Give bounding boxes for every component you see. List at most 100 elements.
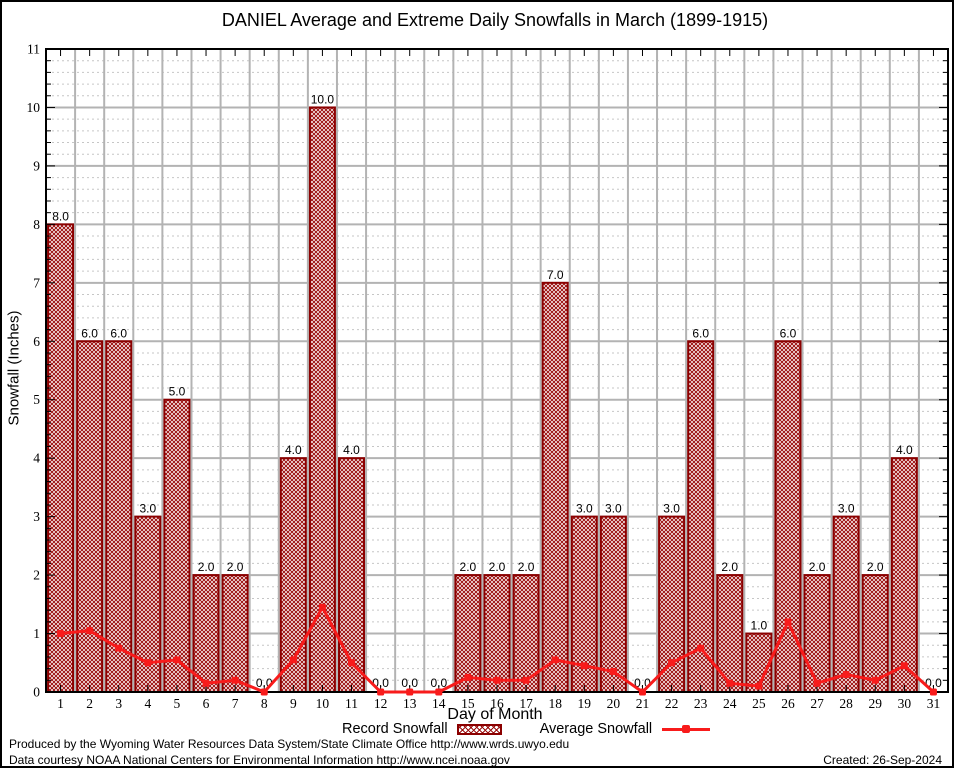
marker-day-20 xyxy=(609,668,617,676)
bar-day-10 xyxy=(308,106,336,694)
marker-day-27 xyxy=(813,679,821,687)
marker-day-24 xyxy=(726,679,734,687)
y-tick-1: 1 xyxy=(33,626,40,641)
y-tick-0: 0 xyxy=(33,685,40,700)
bar-label-day-1: 8.0 xyxy=(52,209,69,223)
bar-day-25 xyxy=(745,632,773,694)
x-tick-2: 2 xyxy=(86,696,93,711)
marker-day-25 xyxy=(755,682,763,690)
marker-day-3 xyxy=(115,644,123,652)
bar-label-day-3: 6.0 xyxy=(110,326,127,340)
x-tick-5: 5 xyxy=(174,696,181,711)
bar-label-day-22: 3.0 xyxy=(663,502,680,516)
marker-day-19 xyxy=(580,662,588,670)
legend-average-label: Average Snowfall xyxy=(539,721,653,737)
legend-record-label: Record Snowfall xyxy=(342,721,448,737)
x-tick-22: 22 xyxy=(665,696,679,711)
x-tick-31: 31 xyxy=(927,696,941,711)
x-tick-18: 18 xyxy=(548,696,562,711)
bar-label-day-5: 5.0 xyxy=(169,385,186,399)
bar-label-day-26: 6.0 xyxy=(780,326,797,340)
marker-day-31 xyxy=(929,688,937,696)
marker-day-8 xyxy=(260,688,268,696)
marker-day-10 xyxy=(318,603,326,611)
marker-day-18 xyxy=(551,656,559,664)
bar-label-day-19: 3.0 xyxy=(576,502,593,516)
x-tick-23: 23 xyxy=(694,696,708,711)
marker-day-4 xyxy=(144,659,152,667)
bar-label-day-16: 2.0 xyxy=(489,560,506,574)
marker-day-17 xyxy=(522,676,530,684)
grid-major-vertical xyxy=(74,50,920,691)
marker-day-15 xyxy=(464,673,472,681)
y-tick-8: 8 xyxy=(33,217,40,232)
x-tick-9: 9 xyxy=(290,696,297,711)
x-tick-labels: 1 2 3 4 5 6 7 8 9 10 11 12 13 14 15 16 17 18 19 20 21 22 23 24 2… xyxy=(57,696,940,711)
y-tick-11: 11 xyxy=(27,42,40,57)
marker-day-2 xyxy=(86,627,94,635)
marker-day-5 xyxy=(173,656,181,664)
record-snowfall-bars xyxy=(47,106,918,694)
x-tick-25: 25 xyxy=(752,696,766,711)
y-tick-9: 9 xyxy=(33,158,40,173)
x-tick-16: 16 xyxy=(490,696,504,711)
x-tick-30: 30 xyxy=(898,696,912,711)
chart-title: DANIEL Average and Extreme Daily Snowfal… xyxy=(221,10,769,30)
x-tick-8: 8 xyxy=(261,696,268,711)
average-snowfall-line-icon xyxy=(662,725,711,733)
bar-day-26 xyxy=(774,340,802,693)
marker-day-22 xyxy=(668,659,676,667)
x-tick-3: 3 xyxy=(115,696,122,711)
y-tick-labels: 0 1 2 3 4 5 6 7 8 9 10 11 xyxy=(27,42,41,700)
x-tick-28: 28 xyxy=(839,696,853,711)
bar-label-day-13: 0.0 xyxy=(401,676,418,690)
bar-day-6 xyxy=(192,574,220,693)
bar-day-30 xyxy=(890,457,918,693)
x-tick-20: 20 xyxy=(607,696,621,711)
bar-day-28 xyxy=(832,515,860,693)
bar-label-day-25: 1.0 xyxy=(751,619,768,633)
x-tick-11: 11 xyxy=(345,696,358,711)
bar-day-20 xyxy=(599,515,627,693)
bar-label-day-28: 3.0 xyxy=(838,502,855,516)
x-tick-26: 26 xyxy=(781,696,795,711)
footer-data-courtesy: Data courtesy NOAA National Centers for … xyxy=(9,753,510,767)
marker-day-28 xyxy=(842,670,850,678)
bar-label-day-11: 4.0 xyxy=(343,443,360,457)
marker-day-14 xyxy=(435,688,443,696)
plot-border xyxy=(45,48,949,693)
record-snowfall-swatch-icon xyxy=(456,723,502,735)
bar-day-11 xyxy=(338,457,366,693)
marker-day-1 xyxy=(57,630,65,638)
bar-day-23 xyxy=(687,340,715,693)
bar-label-day-4: 3.0 xyxy=(139,502,156,516)
bar-label-day-10: 10.0 xyxy=(311,92,335,106)
x-tick-29: 29 xyxy=(869,696,883,711)
y-tick-10: 10 xyxy=(27,100,41,115)
marker-day-12 xyxy=(377,688,385,696)
bar-label-day-18: 7.0 xyxy=(547,268,564,282)
y-tick-5: 5 xyxy=(33,392,40,407)
x-axis-title: Day of Month xyxy=(447,706,543,723)
bar-label-day-6: 2.0 xyxy=(198,560,215,574)
x-tick-1: 1 xyxy=(57,696,64,711)
bar-day-9 xyxy=(279,457,307,693)
x-tick-17: 17 xyxy=(519,696,533,711)
bar-label-day-7: 2.0 xyxy=(227,560,244,574)
x-tick-6: 6 xyxy=(203,696,210,711)
y-tick-7: 7 xyxy=(33,275,40,290)
marker-day-30 xyxy=(900,662,908,670)
footer-produced-by: Produced by the Wyoming Water Resources … xyxy=(9,737,570,751)
x-tick-10: 10 xyxy=(316,696,330,711)
bar-label-day-27: 2.0 xyxy=(809,560,826,574)
bar-day-7 xyxy=(221,574,249,693)
x-tick-12: 12 xyxy=(374,696,388,711)
marker-day-11 xyxy=(348,659,356,667)
bar-label-day-15: 2.0 xyxy=(460,560,477,574)
bar-label-day-30: 4.0 xyxy=(896,443,913,457)
bar-day-15 xyxy=(454,574,482,693)
bar-label-day-24: 2.0 xyxy=(721,560,738,574)
marker-day-6 xyxy=(202,679,210,687)
bar-day-2 xyxy=(76,340,104,693)
